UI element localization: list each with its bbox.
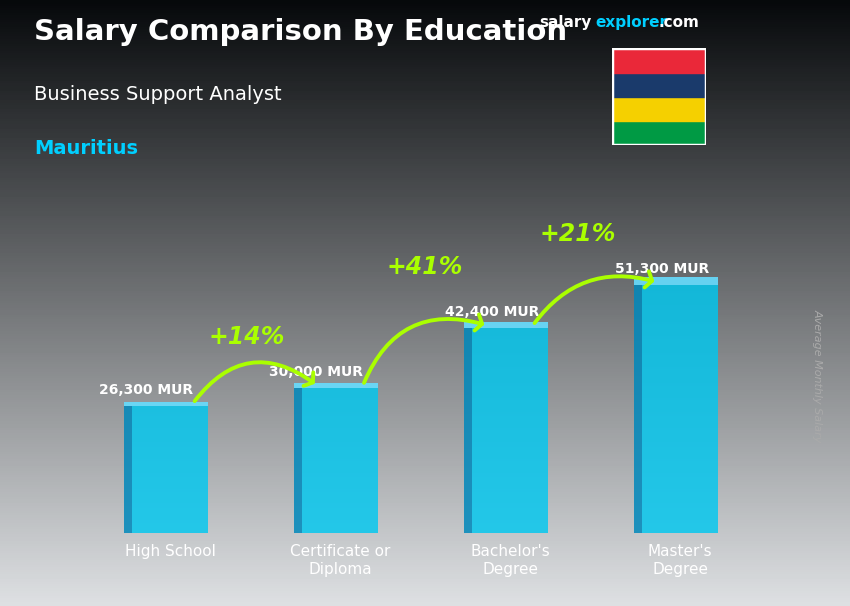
Text: 30,000 MUR: 30,000 MUR — [269, 365, 363, 379]
Bar — [612, 48, 706, 73]
Text: explorer: explorer — [595, 15, 667, 30]
Bar — [612, 97, 706, 121]
FancyBboxPatch shape — [132, 406, 208, 533]
Text: .com: .com — [659, 15, 700, 30]
FancyArrowPatch shape — [195, 362, 314, 401]
FancyBboxPatch shape — [124, 406, 132, 533]
FancyBboxPatch shape — [464, 328, 472, 533]
FancyBboxPatch shape — [294, 388, 302, 533]
Text: +21%: +21% — [540, 222, 616, 246]
FancyBboxPatch shape — [464, 322, 548, 328]
Text: 51,300 MUR: 51,300 MUR — [615, 262, 710, 276]
Text: 26,300 MUR: 26,300 MUR — [99, 383, 193, 397]
FancyArrowPatch shape — [364, 315, 482, 383]
FancyBboxPatch shape — [642, 285, 718, 533]
Text: Salary Comparison By Education: Salary Comparison By Education — [34, 18, 567, 46]
FancyBboxPatch shape — [634, 285, 642, 533]
FancyBboxPatch shape — [124, 402, 208, 406]
Text: +14%: +14% — [208, 325, 285, 349]
Text: 42,400 MUR: 42,400 MUR — [445, 305, 540, 319]
FancyBboxPatch shape — [472, 328, 548, 533]
Bar — [612, 73, 706, 97]
Text: Business Support Analyst: Business Support Analyst — [34, 85, 281, 104]
FancyBboxPatch shape — [294, 384, 378, 388]
Text: Mauritius: Mauritius — [34, 139, 138, 158]
Text: salary: salary — [540, 15, 592, 30]
FancyBboxPatch shape — [634, 277, 718, 285]
Text: +41%: +41% — [387, 255, 463, 279]
FancyArrowPatch shape — [535, 271, 652, 323]
Bar — [612, 121, 706, 145]
FancyBboxPatch shape — [302, 388, 378, 533]
Text: Average Monthly Salary: Average Monthly Salary — [813, 309, 823, 442]
